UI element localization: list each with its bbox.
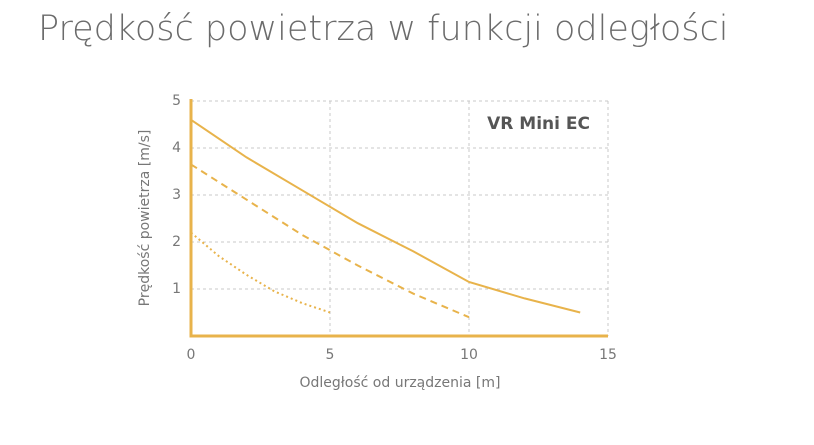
x-tick-label: 15: [599, 347, 617, 363]
y-tick-label: 2: [172, 234, 181, 250]
line-series: [190, 118, 581, 314]
x-tick-label: 5: [326, 347, 335, 363]
y-tick-label: 5: [172, 93, 181, 109]
line-series: [190, 231, 331, 314]
annotation: VR Mini EC: [487, 114, 590, 134]
line-series: [190, 163, 470, 319]
y-tick-label: 4: [172, 140, 181, 156]
y-axis-label: Prędkość powietrza [m/s]: [137, 130, 153, 307]
x-tick-label: 0: [187, 347, 196, 363]
x-axis-label: Odległość od urządzenia [m]: [300, 375, 501, 391]
y-tick-label: 1: [172, 281, 181, 297]
y-tick-label: 3: [172, 187, 181, 203]
x-tick-label: 10: [460, 347, 478, 363]
chart-title: Prędkość powietrza w funkcji odległości: [38, 9, 728, 49]
